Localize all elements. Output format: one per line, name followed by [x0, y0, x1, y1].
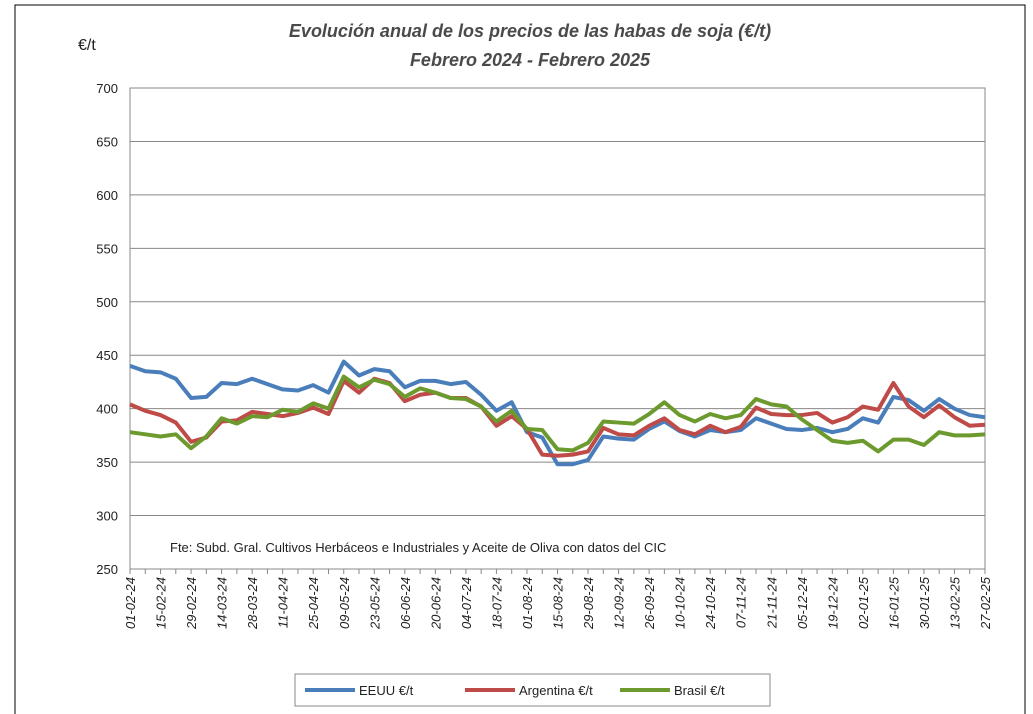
x-tick-label: 04-07-24: [459, 577, 474, 629]
x-tick-label: 13-02-25: [947, 576, 962, 629]
y-tick-label: 400: [96, 402, 118, 417]
legend: [294, 673, 771, 707]
x-tick-label: 21-11-24: [764, 577, 779, 629]
x-tick-label: 15-08-24: [551, 577, 566, 629]
x-tick-label: 15-02-24: [154, 577, 169, 629]
series-line: [129, 359, 986, 467]
x-tick-label: 11-04-24: [276, 577, 291, 628]
x-tick-label: 27-02-25: [978, 576, 993, 630]
x-tick-label: 16-01-25: [886, 576, 901, 629]
y-tick-label: 600: [96, 188, 118, 203]
legend-label: EEUU €/t: [359, 683, 414, 698]
x-tick-label: 18-07-24: [489, 577, 504, 629]
x-tick-label: 07-11-24: [734, 577, 749, 628]
plot-area: [129, 87, 986, 570]
x-tick-label: 12-09-24: [612, 577, 627, 629]
y-axis-label: €/t: [78, 37, 96, 54]
x-tick-label: 28-03-24: [245, 577, 260, 630]
y-tick-label: 350: [96, 455, 118, 470]
x-tick-label: 24-10-24: [703, 577, 718, 630]
x-tick-label: 26-09-24: [642, 577, 657, 630]
x-tick-label: 02-01-25: [856, 576, 871, 629]
x-tick-label: 10-10-24: [673, 577, 688, 629]
series-line: [129, 374, 986, 454]
y-tick-label: 650: [96, 134, 118, 149]
x-tick-label: 30-01-25: [917, 576, 932, 629]
y-tick-label: 250: [96, 562, 118, 577]
x-tick-label: 29-02-24: [184, 577, 199, 630]
chart-subtitle: Febrero 2024 - Febrero 2025: [410, 50, 651, 70]
x-tick-label: 06-06-24: [398, 577, 413, 629]
x-tick-label: 29-08-24: [581, 577, 596, 630]
y-tick-label: 300: [96, 509, 118, 524]
x-tick-label: 25-04-24: [306, 577, 321, 630]
y-tick-label: 450: [96, 348, 118, 363]
annotation: Fte: Subd. Gral. Cultivos Herbáceos e In…: [170, 540, 666, 555]
x-tick-label: 20-06-24: [428, 577, 443, 630]
x-tick-label: 09-05-24: [337, 577, 352, 629]
y-tick-label: 550: [96, 241, 118, 256]
y-tick-label: 700: [96, 81, 118, 96]
x-tick-label: 19-12-24: [825, 577, 840, 629]
x-tick-label: 14-03-24: [215, 577, 230, 629]
chart-title: Evolución anual de los precios de las ha…: [289, 21, 771, 41]
x-tick-label: 01-08-24: [520, 577, 535, 629]
y-tick-label: 500: [96, 295, 118, 310]
x-tick-label: 01-02-24: [123, 577, 138, 629]
x-tick-label: 05-12-24: [795, 577, 810, 629]
x-tick-label: 23-05-24: [367, 577, 382, 630]
legend-label: Brasil €/t: [674, 683, 725, 698]
legend-label: Argentina €/t: [519, 683, 593, 698]
